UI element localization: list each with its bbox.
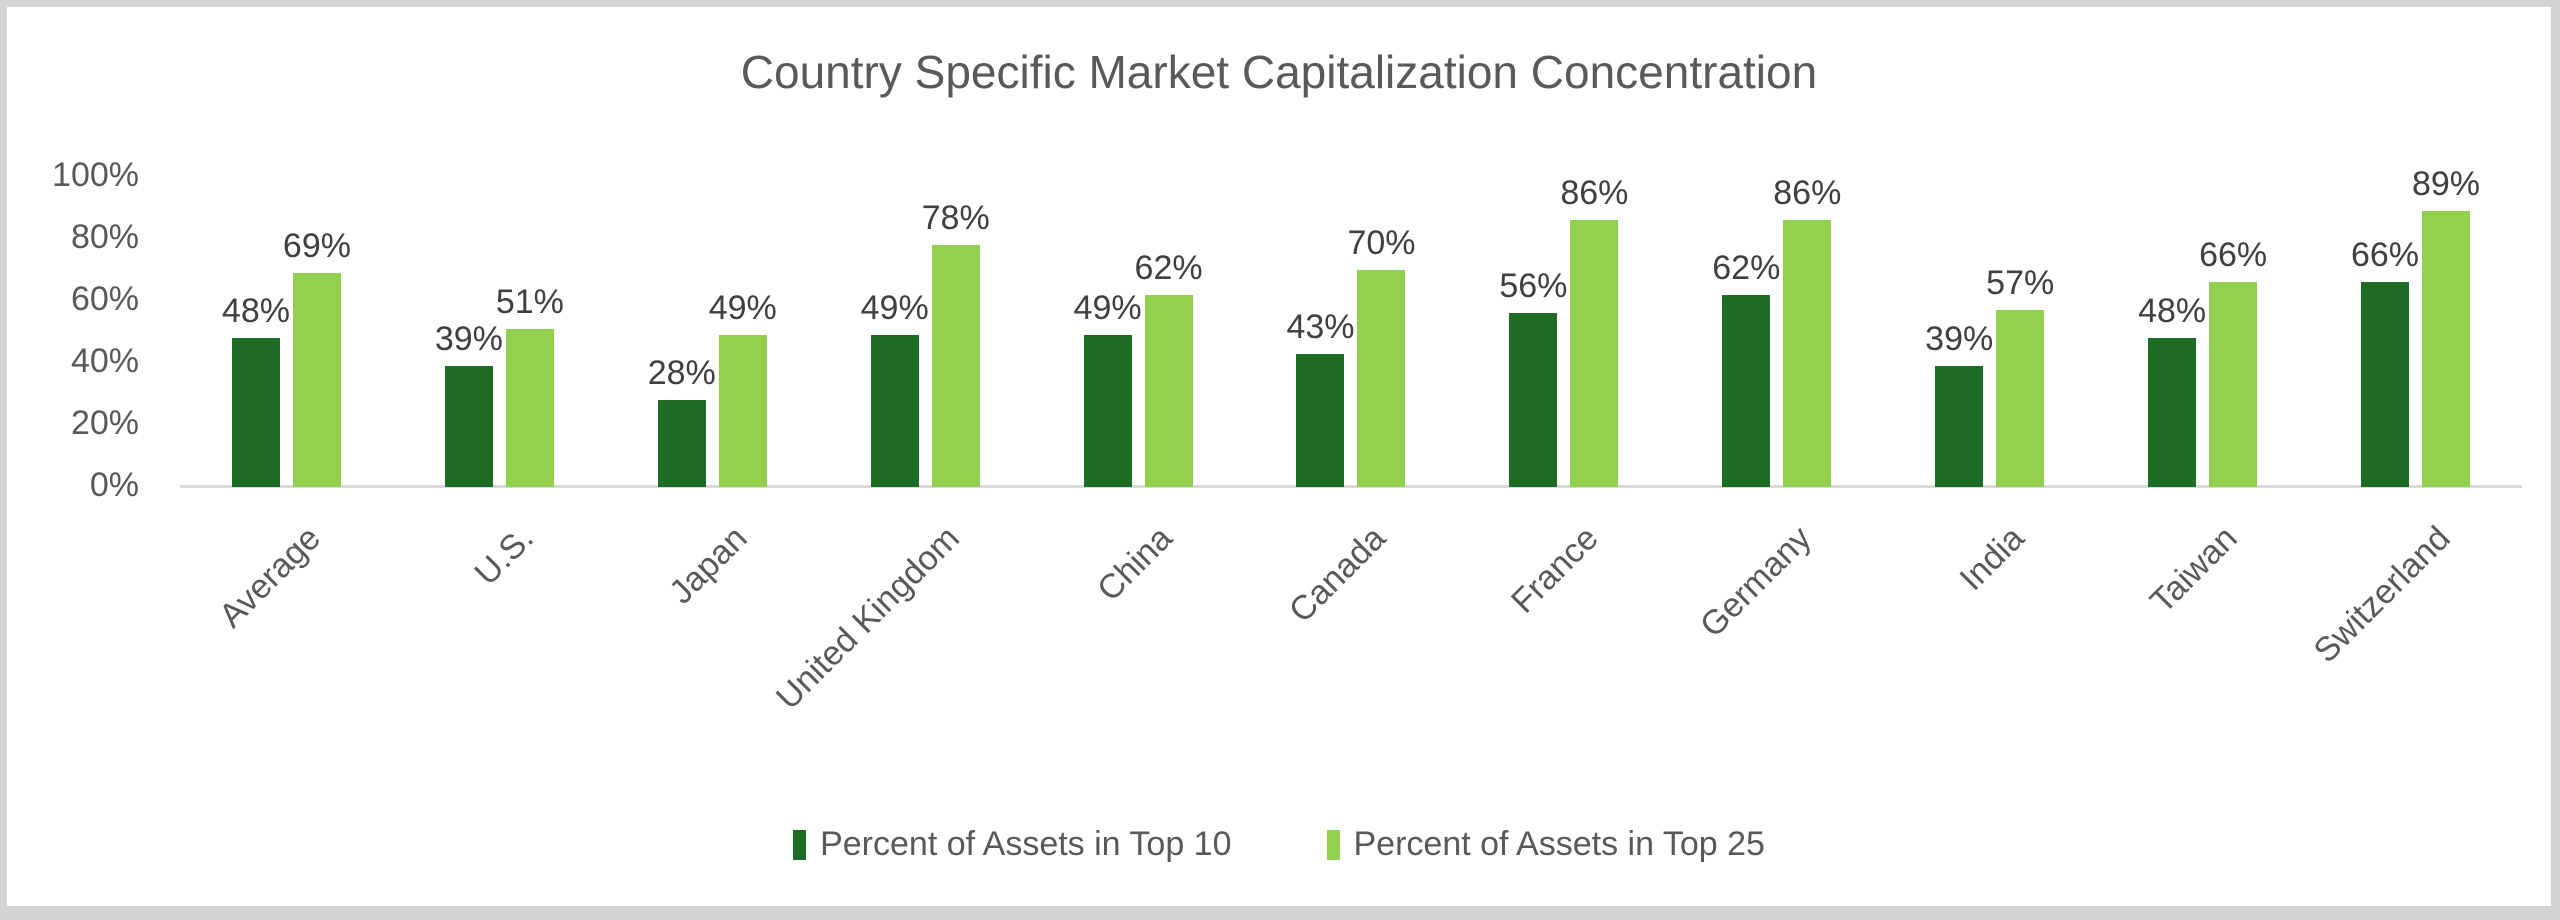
bar-series1: 48% <box>222 292 290 487</box>
data-label: 48% <box>2138 292 2207 331</box>
bar-chart: Country Specific Market Capitalization C… <box>7 7 2551 906</box>
y-tick-label: 100% <box>52 156 139 194</box>
bar-group: 48% 66% <box>2096 177 2309 487</box>
data-label: 62% <box>1134 248 1203 287</box>
data-label: 66% <box>2199 236 2268 275</box>
bar-group: 56% 86% <box>1457 174 1670 487</box>
x-axis-line <box>180 485 2522 488</box>
bar-series1: 48% <box>2138 292 2206 487</box>
bar-group: 39% 51% <box>393 177 606 487</box>
bar-group: 28% 49% <box>606 177 819 487</box>
chart-canvas: Country Specific Market Capitalization C… <box>7 7 2551 906</box>
legend: Percent of Assets in Top 10 Percent of As… <box>7 825 2551 864</box>
data-label: 43% <box>1286 307 1355 346</box>
bar-group: 66% 89% <box>2309 165 2522 487</box>
y-tick-label: 20% <box>70 404 139 442</box>
bar-group: 49% 62% <box>1032 177 1245 487</box>
data-label: 51% <box>495 282 564 321</box>
data-label: 48% <box>221 292 290 331</box>
category-label: Canada <box>1281 519 1393 631</box>
plot-area: 48% 69% 39% 51% 28% 49% 49% 78% 49% 62% 43% 70% 56% 8… <box>180 165 2522 487</box>
bar-series1: 66% <box>2351 236 2419 487</box>
bar-group: 39% 57% <box>1883 177 2096 487</box>
category-label: United Kingdom <box>769 519 968 717</box>
legend-swatch-series2 <box>1326 829 1340 860</box>
data-label: 89% <box>2411 165 2481 204</box>
data-label: 86% <box>1560 174 1629 213</box>
data-label: 39% <box>434 320 503 359</box>
category-label: France <box>1504 519 1606 621</box>
bar-series2: 86% <box>1773 174 1841 487</box>
bar-group: 48% 69% <box>180 177 393 487</box>
category-label: Japan <box>661 519 755 612</box>
bar-series2: 62% <box>1135 249 1203 487</box>
data-label: 49% <box>708 289 777 328</box>
bar-series2: 66% <box>2199 236 2267 487</box>
bar-group: 62% 86% <box>1670 174 1883 487</box>
legend-label-series2: Percent of Assets in Top 25 <box>1353 825 1765 863</box>
y-tick-label: 60% <box>70 280 139 318</box>
data-label: 28% <box>647 354 716 393</box>
bar-series2: 57% <box>1986 264 2054 487</box>
data-label: 39% <box>1925 320 1994 359</box>
category-label: Switzerland <box>2306 519 2458 671</box>
data-label: 78% <box>921 199 990 238</box>
bar-group: 49% 78% <box>819 177 1032 487</box>
bar-series2: 49% <box>709 289 777 487</box>
y-tick-label: 0% <box>89 466 139 504</box>
bar-series1: 56% <box>1499 267 1567 487</box>
category-label: China <box>1090 519 1180 609</box>
category-label: Average <box>212 519 329 635</box>
bar-series1: 39% <box>435 320 503 487</box>
y-tick-label: 80% <box>70 218 139 256</box>
data-label: 86% <box>1773 174 1842 213</box>
data-label: 66% <box>2350 236 2420 275</box>
data-label: 49% <box>1073 289 1142 328</box>
data-label: 62% <box>1712 248 1781 287</box>
category-label: U.S. <box>467 519 542 593</box>
bar-series1: 28% <box>648 354 716 487</box>
bar-group: 43% 70% <box>1245 177 1458 487</box>
data-label: 49% <box>860 289 929 328</box>
data-label: 57% <box>1986 264 2055 303</box>
y-tick-label: 40% <box>70 342 139 380</box>
legend-label-series1: Percent of Assets in Top 10 <box>820 825 1232 863</box>
legend-item-series1: Percent of Assets in Top 10 <box>793 825 1232 864</box>
category-label: Germany <box>1692 519 1819 645</box>
bar-series2: 89% <box>2412 165 2480 487</box>
bar-series1: 49% <box>861 289 929 487</box>
bar-series2: 69% <box>283 227 351 487</box>
bar-series1: 43% <box>1286 308 1355 487</box>
bar-series1: 62% <box>1712 249 1780 487</box>
legend-swatch-series1 <box>793 829 807 860</box>
chart-title: Country Specific Market Capitalization C… <box>740 46 1818 98</box>
bar-series2: 86% <box>1560 174 1628 487</box>
bar-series1: 39% <box>1925 320 1993 487</box>
data-label: 56% <box>1499 267 1568 306</box>
data-label: 69% <box>282 227 351 266</box>
category-label: Taiwan <box>2142 519 2245 621</box>
bar-series1: 49% <box>1074 289 1142 487</box>
category-label: India <box>1952 519 2032 599</box>
bar-series2: 78% <box>922 199 990 487</box>
bar-series2: 70% <box>1347 224 1416 487</box>
legend-item-series2: Percent of Assets in Top 25 <box>1326 825 1765 864</box>
bar-series2: 51% <box>496 283 564 487</box>
data-label: 70% <box>1347 224 1416 262</box>
